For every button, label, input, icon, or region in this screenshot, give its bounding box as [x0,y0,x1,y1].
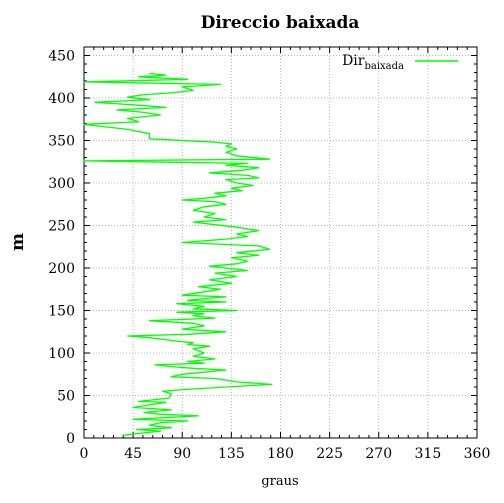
y-tick-label: 300 [48,176,75,192]
legend-entry-label: Dirbaixada [342,53,404,72]
x-tick-label: 315 [415,446,442,462]
x-tick-label: 270 [365,446,392,462]
series-line-0 [83,72,273,437]
x-tick-label: 180 [267,446,294,462]
series-layer [83,72,273,437]
y-tick-label: 250 [48,219,75,235]
chart-title: Direccio baixada [201,13,360,33]
x-tick-label: 225 [316,446,343,462]
y-tick-label: 350 [48,134,75,150]
x-tick-label: 90 [173,446,191,462]
axis-ticks [83,46,478,439]
legend: Dirbaixada [342,53,458,72]
x-tick-labels: 0 45 90 135 180 225 270 315 360 [80,446,491,462]
y-tick-label: 200 [48,261,75,277]
x-tick-label: 360 [464,446,491,462]
y-tick-label: 0 [66,431,75,447]
y-tick-label: 150 [48,304,75,320]
grid-lines [84,47,477,438]
x-tick-label: 0 [80,446,89,462]
y-tick-label: 400 [48,91,75,107]
y-tick-label: 450 [48,49,75,65]
y-axis-label: m [8,233,28,251]
x-tick-label: 135 [218,446,245,462]
y-tick-labels: 0 50 100 150 200 250 300 350 400 450 [48,49,75,448]
legend-series-subscript: baixada [364,61,404,72]
x-axis-label: graus [261,474,298,489]
y-tick-label: 50 [57,389,75,405]
legend-series-name: Dir [342,53,365,69]
y-tick-label: 100 [48,346,75,362]
x-tick-label: 45 [124,446,142,462]
